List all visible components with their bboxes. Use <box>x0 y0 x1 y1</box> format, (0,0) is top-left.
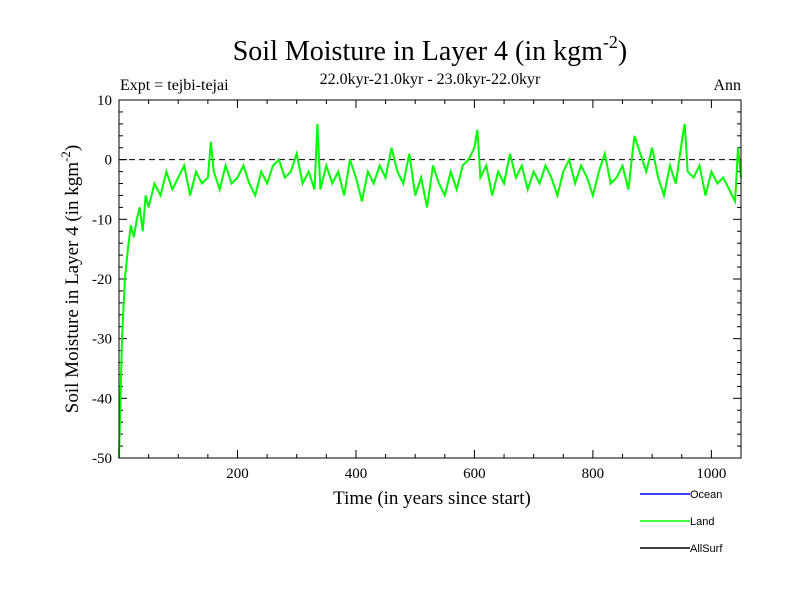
x-tick-label: 600 <box>463 466 486 482</box>
legend: Ocean Land AllSurf <box>640 489 723 555</box>
chart-title: Soil Moisture in Layer 4 (in kgm-2) <box>233 32 628 67</box>
legend-item-allsurf: AllSurf <box>640 543 723 555</box>
y-tick-label: -50 <box>92 451 112 467</box>
legend-item-ocean: Ocean <box>640 489 722 501</box>
y-tick-label: -10 <box>92 212 112 228</box>
legend-label: AllSurf <box>690 543 723 555</box>
y-tick-label: -30 <box>92 332 112 348</box>
y-axis-label: Soil Moisture in Layer 4 (in kgm-2) <box>58 145 83 413</box>
chart-subtitle: 22.0kyr-21.0kyr - 23.0kyr-22.0kyr <box>320 71 541 88</box>
x-tick-label: 400 <box>345 466 368 482</box>
y-tick-label: 0 <box>105 153 113 169</box>
x-axis-label: Time (in years since start) <box>333 488 531 509</box>
legend-label: Land <box>690 516 714 528</box>
series-line-land <box>118 123 742 459</box>
y-tick-label: -40 <box>92 391 112 407</box>
legend-label: Ocean <box>690 489 722 501</box>
chart-title-close: ) <box>618 36 627 67</box>
chart-title-sup: -2 <box>603 32 618 52</box>
y-tick-label: 10 <box>97 93 112 109</box>
plot-area-frame <box>118 99 742 459</box>
expt-label: Expt = tejbi-tejai <box>120 77 229 94</box>
x-tick-label: 1000 <box>696 466 726 482</box>
x-tick-label: 200 <box>226 466 249 482</box>
y-axis-label-close: ) <box>62 145 83 151</box>
y-axis-label-main: Soil Moisture in Layer 4 (in kgm <box>62 162 83 413</box>
y-axis-label-sup: -2 <box>58 151 73 162</box>
y-tick-label: -20 <box>92 272 112 288</box>
chart-title-main: Soil Moisture in Layer 4 (in kgm <box>233 36 603 67</box>
season-label: Ann <box>713 77 741 94</box>
axis-ticks <box>119 100 741 458</box>
x-tick-labels: 200 400 600 800 1000 <box>226 466 726 482</box>
x-tick-label: 800 <box>582 466 605 482</box>
y-tick-labels: 10 0 -10 -20 -30 -40 -50 <box>92 93 112 467</box>
legend-item-land: Land <box>640 516 714 528</box>
